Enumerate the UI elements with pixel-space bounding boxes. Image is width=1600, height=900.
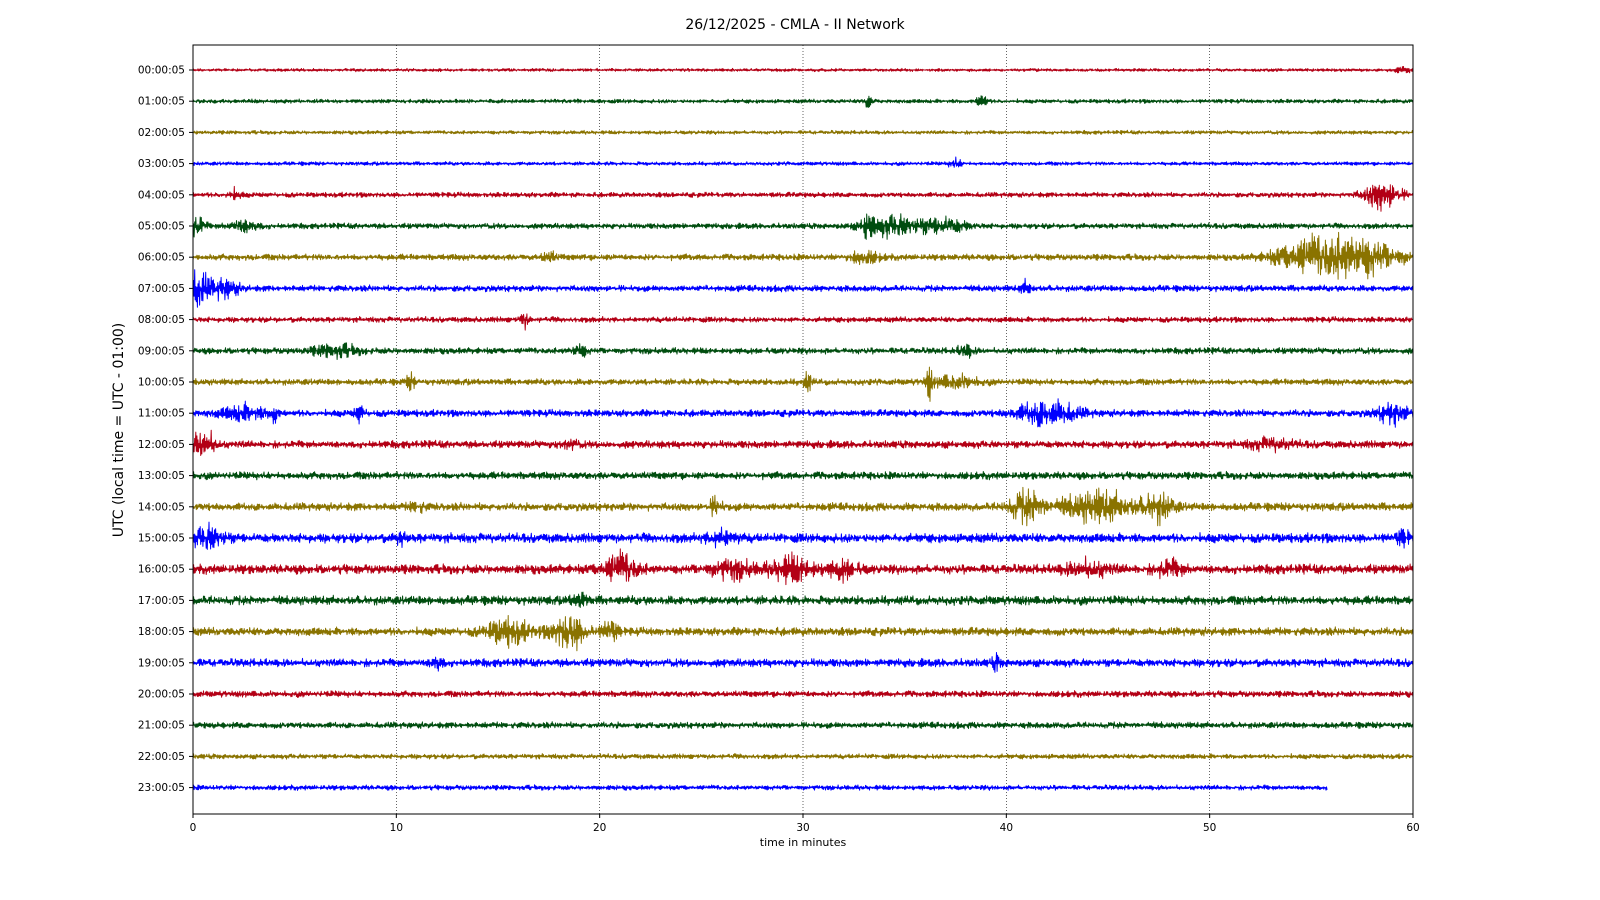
trace-line-160005 xyxy=(192,548,1414,586)
y-tick-label: 10:00:05 xyxy=(138,377,185,389)
trace-line-000005 xyxy=(192,66,1414,74)
y-tick-label: 22:00:05 xyxy=(138,751,185,763)
y-tick-label: 02:00:05 xyxy=(138,127,185,139)
trace-line-150005 xyxy=(192,521,1414,550)
trace-line-180005 xyxy=(192,615,1414,652)
trace-line-110005 xyxy=(192,398,1414,428)
x-tick-label: 40 xyxy=(1000,822,1013,834)
trace-line-070005 xyxy=(192,269,1414,308)
y-tick-label: 00:00:05 xyxy=(138,65,185,77)
trace-line-120005 xyxy=(192,429,1414,456)
y-tick-label: 14:00:05 xyxy=(138,501,185,513)
y-tick-label: 18:00:05 xyxy=(138,626,185,638)
x-tick-label: 0 xyxy=(190,822,197,834)
x-axis: 0 10 20 30 40 50 60 xyxy=(190,814,1420,834)
y-axis: 00:00:05 01:00:05 02:00:05 03:00:05 04:00:05… xyxy=(138,65,193,794)
y-tick-label: 17:00:05 xyxy=(138,595,185,607)
trace-line-190005 xyxy=(192,652,1414,673)
y-tick-label: 01:00:05 xyxy=(138,96,185,108)
y-tick-label: 11:00:05 xyxy=(138,408,185,420)
y-tick-label: 19:00:05 xyxy=(138,657,185,669)
trace-line-130005 xyxy=(192,470,1414,481)
x-tick-label: 20 xyxy=(593,822,606,834)
trace-line-100005 xyxy=(192,366,1414,402)
trace-line-200005 xyxy=(192,690,1414,698)
y-tick-label: 07:00:05 xyxy=(138,283,185,295)
trace-line-080005 xyxy=(192,313,1414,331)
y-tick-label: 21:00:05 xyxy=(138,720,185,732)
trace-line-030005 xyxy=(192,156,1414,168)
y-tick-label: 16:00:05 xyxy=(138,564,185,576)
y-tick-label: 09:00:05 xyxy=(138,345,185,357)
y-tick-label: 08:00:05 xyxy=(138,314,185,326)
trace-line-220005 xyxy=(192,753,1414,760)
y-tick-label: 23:00:05 xyxy=(138,782,185,794)
x-tick-label: 30 xyxy=(796,822,809,834)
trace-line-060005 xyxy=(192,231,1414,280)
x-tick-label: 50 xyxy=(1203,822,1216,834)
y-tick-label: 03:00:05 xyxy=(138,158,185,170)
y-tick-label: 20:00:05 xyxy=(138,689,185,701)
y-tick-label: 12:00:05 xyxy=(138,439,185,451)
y-tick-label: 13:00:05 xyxy=(138,470,185,482)
y-tick-label: 04:00:05 xyxy=(138,189,185,201)
trace-line-040005 xyxy=(192,184,1414,212)
x-tick-label: 10 xyxy=(390,822,403,834)
trace-line-090005 xyxy=(192,342,1414,360)
trace-line-170005 xyxy=(192,591,1414,608)
x-tick-label: 60 xyxy=(1406,822,1419,834)
trace-line-050005 xyxy=(192,213,1414,240)
chart-title: 26/12/2025 - CMLA - II Network xyxy=(685,17,905,33)
y-tick-label: 05:00:05 xyxy=(138,221,185,233)
trace-line-140005 xyxy=(192,486,1414,527)
x-axis-label: time in minutes xyxy=(760,836,847,849)
y-axis-label: UTC (local time = UTC - 01:00) xyxy=(111,323,127,538)
trace-line-210005 xyxy=(192,721,1414,730)
grid-lines xyxy=(396,45,1210,814)
y-tick-label: 06:00:05 xyxy=(138,252,185,264)
trace-line-230005 xyxy=(192,784,1328,791)
trace-line-020005 xyxy=(192,129,1414,135)
y-tick-label: 15:00:05 xyxy=(138,533,185,545)
trace-lines xyxy=(192,66,1414,791)
trace-line-010005 xyxy=(192,95,1414,108)
